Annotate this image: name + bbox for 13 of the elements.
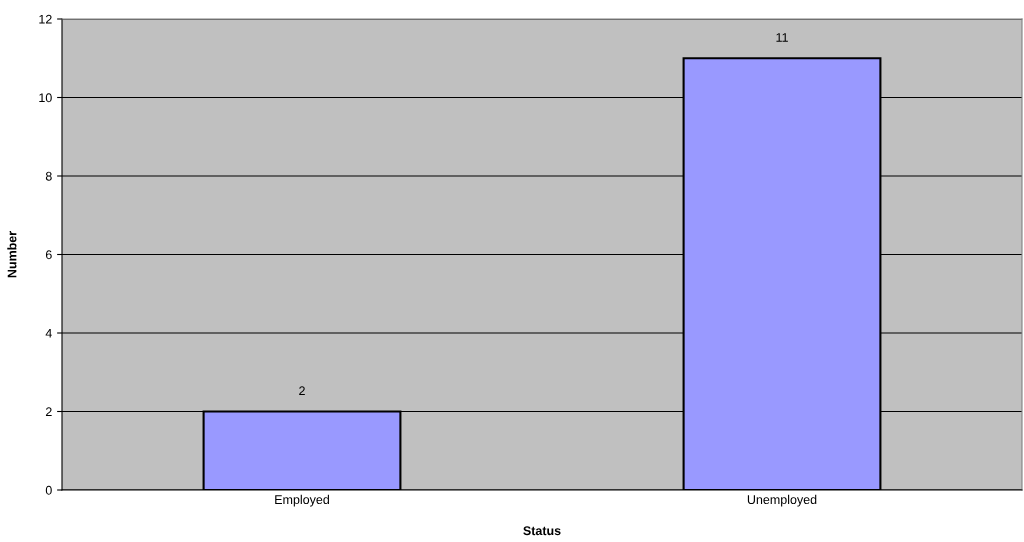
y-axis-title: Number: [7, 231, 17, 278]
y-tick-label: 0: [45, 485, 52, 495]
y-tick-label: 8: [45, 171, 52, 181]
y-tick-label: 12: [39, 14, 52, 24]
y-tick-label: 4: [45, 328, 52, 338]
x-tick-label: Unemployed: [747, 494, 817, 507]
y-tick-label: 6: [45, 250, 52, 260]
x-axis-title: Status: [523, 526, 561, 536]
data-label: 11: [776, 33, 788, 42]
data-label: 2: [299, 386, 305, 396]
y-tick-label: 10: [39, 93, 52, 103]
y-tick-label: 2: [45, 407, 52, 417]
x-tick-label: Employed: [275, 494, 329, 507]
